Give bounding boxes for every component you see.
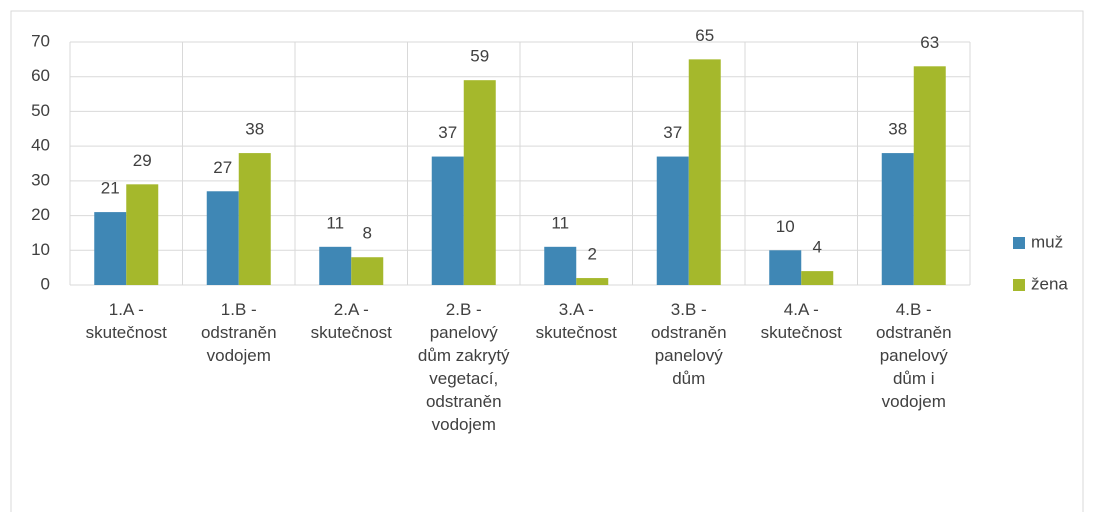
data-label: 38 [888, 120, 907, 139]
bar [238, 153, 271, 285]
x-tick-label: 4.B - odstraněn panelový dům i vodojem [875, 300, 952, 411]
data-label: 38 [245, 120, 264, 139]
bar [431, 156, 464, 285]
legend-label: muž [1031, 232, 1063, 251]
data-label: 4 [813, 238, 822, 257]
x-tick-label: 4.A - skutečnost [760, 300, 842, 342]
data-label: 27 [213, 158, 232, 177]
y-tick-label: 10 [31, 240, 50, 259]
bar [576, 278, 609, 285]
bar [206, 191, 239, 285]
y-tick-label: 0 [41, 274, 50, 293]
y-tick-label: 60 [31, 66, 50, 85]
y-tick-label: 30 [31, 170, 50, 189]
legend-label: žena [1031, 274, 1068, 293]
chart-border [10, 10, 1084, 512]
x-tick-label: 2.B - panelový dům zakrytý vegetací, ods… [417, 300, 510, 434]
bar [463, 80, 496, 285]
bar [913, 66, 946, 285]
bar [94, 212, 127, 285]
data-label: 2 [588, 245, 597, 264]
data-label: 37 [663, 123, 682, 142]
x-tick-label: 3.B - odstraněn panelový dům [650, 300, 727, 388]
bar [351, 257, 384, 285]
data-label: 29 [133, 151, 152, 170]
bar [319, 246, 352, 285]
y-tick-label: 70 [31, 31, 50, 50]
bar [801, 271, 834, 285]
y-tick-label: 40 [31, 136, 50, 155]
bar [656, 156, 689, 285]
data-label: 10 [776, 217, 795, 236]
data-label: 11 [326, 213, 344, 232]
x-tick-label: 1.B - odstraněn vodojem [200, 300, 277, 365]
legend-swatch [1013, 279, 1025, 291]
x-tick-label: 1.A - skutečnost [85, 300, 167, 342]
x-tick-label: 3.A - skutečnost [535, 300, 617, 342]
bar [769, 250, 802, 285]
data-label: 11 [551, 213, 569, 232]
y-tick-label: 50 [31, 101, 50, 120]
data-label: 63 [920, 33, 939, 52]
data-label: 8 [363, 224, 372, 243]
data-label: 37 [438, 123, 457, 142]
data-label: 59 [470, 47, 489, 66]
legend-swatch [1013, 237, 1025, 249]
data-label: 21 [101, 179, 120, 198]
x-tick-label: 2.A - skutečnost [310, 300, 392, 342]
bar [688, 59, 721, 285]
y-tick-label: 20 [31, 205, 50, 224]
bar [544, 246, 577, 285]
data-label: 65 [695, 26, 714, 45]
bar [881, 153, 914, 285]
bar [126, 184, 159, 285]
